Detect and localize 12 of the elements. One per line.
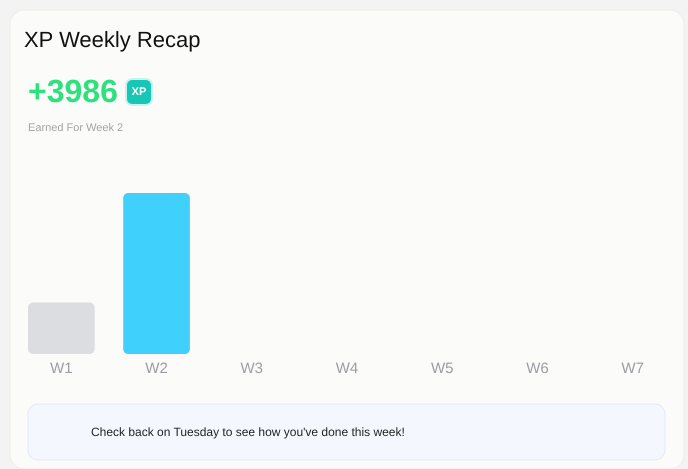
chart-title: XP Weekly Recap	[24, 27, 200, 52]
x-tick-label: W3	[240, 360, 264, 377]
x-tick-label: W5	[430, 360, 454, 377]
chart-subtitle: +3986	[28, 73, 118, 109]
x-tick-label: W2	[145, 360, 168, 377]
x-tick-label: W4	[336, 360, 358, 377]
text: Check back on Tuesday to see how you've done this week!	[91, 425, 405, 439]
x-tick-label: W6	[526, 360, 549, 377]
x-tick-label: W1	[50, 360, 73, 377]
text: XP	[132, 86, 146, 98]
text: Earned For Week 2	[28, 122, 124, 134]
x-tick-label: W7	[621, 360, 644, 377]
